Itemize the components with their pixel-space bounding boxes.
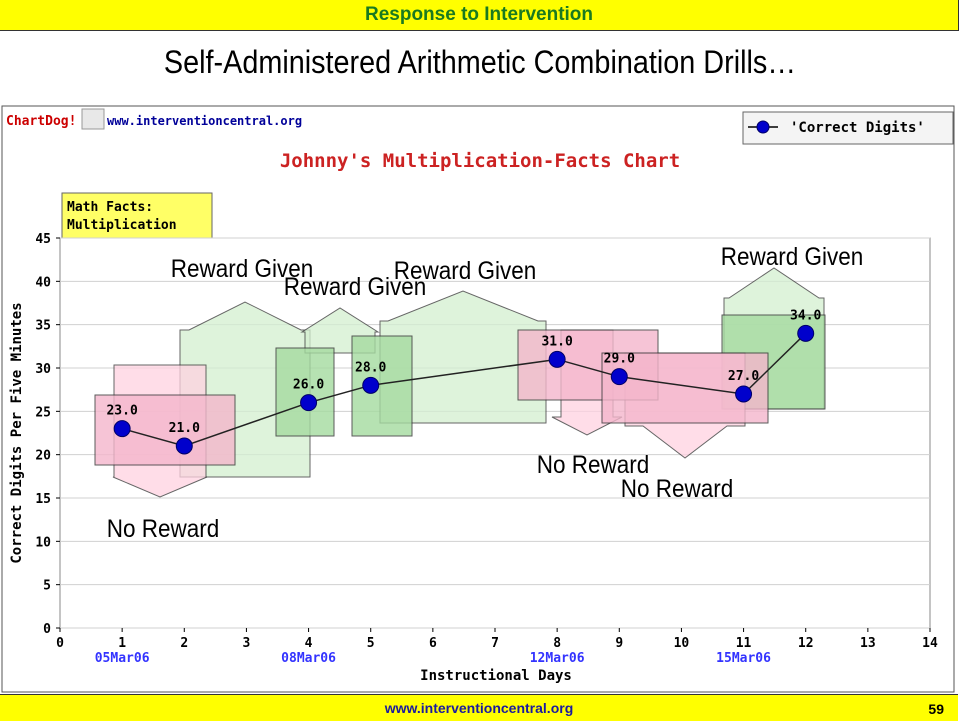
no-reward-label: No Reward	[537, 451, 649, 479]
y-tick-label: 20	[35, 449, 51, 464]
data-label: 27.0	[728, 369, 759, 384]
series-line	[121, 332, 807, 447]
data-label: 29.0	[604, 352, 635, 367]
x-tick-label: 4	[305, 636, 313, 651]
y-tick-label: 25	[35, 405, 51, 420]
data-point	[797, 324, 815, 342]
reward-box-day4	[275, 347, 335, 437]
legend-box	[742, 111, 954, 145]
info-box: Math Facts: Multiplication	[61, 192, 213, 240]
reward-box-day5	[351, 335, 413, 437]
info-box-line2: Multiplication	[67, 218, 177, 233]
chart-title: Johnny's Multiplication-Facts Chart	[280, 150, 680, 172]
no-reward-label: No Reward	[621, 475, 733, 503]
x-tick-label: 1	[118, 636, 126, 651]
data-point	[300, 394, 318, 412]
y-tick-label: 0	[43, 622, 51, 637]
page-number: 59	[928, 701, 944, 717]
data-point	[113, 420, 131, 438]
x-axis-label: Instructional Days	[420, 668, 572, 684]
y-tick-label: 15	[35, 492, 51, 507]
header-title: Response to Intervention	[364, 4, 594, 25]
y-axis-label: Correct Digits Per Five Minutes	[9, 302, 25, 563]
data-point	[175, 437, 193, 455]
y-tick-label: 45	[35, 232, 51, 247]
data-point	[362, 376, 380, 394]
data-label: 21.0	[169, 421, 200, 436]
legend: 'Correct Digits'	[742, 111, 954, 145]
x-tick-label: 0	[56, 636, 64, 651]
slide-title: Self-Administered Arithmetic Combination…	[163, 44, 797, 80]
y-tick-label: 40	[35, 275, 51, 290]
footer-bar: www.interventioncentral.org 59	[0, 694, 958, 721]
x-date-label: 15Mar06	[716, 651, 771, 666]
dog-icon	[81, 108, 105, 130]
x-tick-label: 7	[491, 636, 499, 651]
reward-arrow-3	[379, 290, 547, 424]
x-tick-label: 2	[180, 636, 188, 651]
header-bar: Response to Intervention	[0, 0, 959, 31]
x-date-label: 08Mar06	[281, 651, 336, 666]
reward-given-label: Reward Given	[284, 273, 426, 301]
reward-given-label: Reward Given	[171, 255, 313, 283]
y-tick-label: 5	[43, 579, 51, 594]
x-date-label: 12Mar06	[530, 651, 585, 666]
x-date-label: 05Mar06	[95, 651, 150, 666]
reward-given-label: Reward Given	[394, 257, 536, 285]
data-label: 34.0	[790, 308, 821, 323]
y-tick-label: 35	[35, 319, 51, 334]
line-chart: ChartDog! www.interventioncentral.org 'C…	[1, 105, 955, 693]
site-link: www.interventioncentral.org	[107, 114, 302, 128]
footer-url: www.interventioncentral.org	[384, 700, 574, 716]
data-label: 23.0	[106, 404, 137, 419]
x-tick-label: 3	[243, 636, 251, 651]
info-box-line1: Math Facts:	[67, 200, 153, 215]
data-point	[610, 368, 628, 386]
reward-given-label: Reward Given	[721, 243, 863, 271]
condition-regions	[94, 267, 826, 498]
data-label: 28.0	[355, 360, 386, 375]
x-tick-label: 11	[736, 636, 752, 651]
x-tick-label: 14	[922, 636, 938, 651]
y-tick-label: 30	[35, 362, 51, 377]
x-tick-label: 9	[615, 636, 623, 651]
x-tick-label: 10	[674, 636, 690, 651]
data-label: 31.0	[541, 334, 572, 349]
x-tick-label: 12	[798, 636, 814, 651]
data-point	[548, 350, 566, 368]
no-reward-label: No Reward	[107, 515, 219, 543]
series-layer: 23.0 21.0 26.0 28.0 31.0 29.0 27.0 34.0	[106, 308, 822, 455]
legend-marker	[756, 120, 770, 134]
chart-frame: ChartDog! www.interventioncentral.org 'C…	[0, 105, 960, 693]
legend-label-correct-digits: 'Correct Digits'	[790, 120, 925, 136]
x-tick-label: 13	[860, 636, 876, 651]
y-tick-label: 10	[35, 535, 51, 550]
x-tick-label: 8	[553, 636, 561, 651]
x-tick-label: 5	[367, 636, 375, 651]
data-point	[735, 385, 753, 403]
x-tick-label: 6	[429, 636, 437, 651]
chartdog-logo: ChartDog!	[6, 114, 76, 129]
data-label: 26.0	[293, 378, 324, 393]
